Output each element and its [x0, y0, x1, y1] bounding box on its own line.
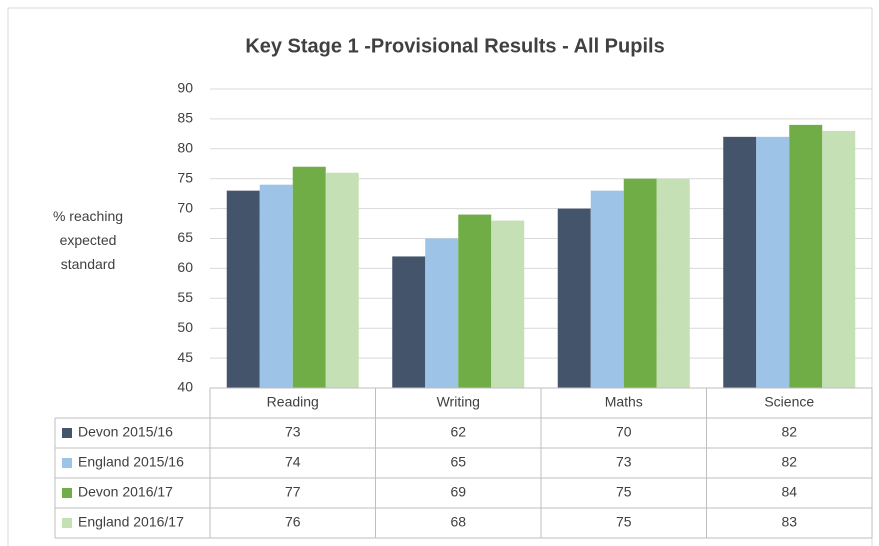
bar — [491, 220, 525, 388]
y-axis-label: % reaching expected standard — [52, 208, 124, 272]
bar — [325, 172, 359, 388]
table-value: 69 — [450, 484, 466, 500]
legend-label: Devon 2016/17 — [78, 484, 173, 500]
bar — [623, 178, 657, 388]
table-value: 68 — [450, 514, 466, 530]
table-value: 76 — [285, 514, 301, 530]
table-value: 75 — [616, 514, 632, 530]
legend-label: England 2016/17 — [78, 514, 184, 530]
table-value: 74 — [285, 454, 301, 470]
bar — [425, 238, 459, 388]
bar — [756, 136, 790, 388]
x-tick-label: Science — [764, 394, 814, 410]
legend-label: Devon 2015/16 — [78, 424, 173, 440]
bar — [226, 190, 260, 388]
y-tick-label: 90 — [177, 80, 193, 96]
x-tick-label: Writing — [437, 394, 480, 410]
bar — [822, 130, 856, 389]
y-tick-label: 60 — [177, 259, 193, 275]
bar — [458, 214, 492, 388]
y-tick-label: 75 — [177, 169, 193, 185]
table-value: 65 — [450, 454, 466, 470]
y-tick-label: 70 — [177, 199, 193, 215]
table-value: 73 — [616, 454, 632, 470]
table-value: 70 — [616, 424, 632, 440]
table-value: 82 — [781, 424, 797, 440]
bar — [392, 256, 426, 388]
chart-title: Key Stage 1 -Provisional Results - All P… — [245, 35, 664, 57]
y-tick-label: 80 — [177, 140, 193, 156]
y-tick-label: 50 — [177, 319, 193, 335]
bar — [557, 208, 591, 388]
y-tick-label: 55 — [177, 289, 193, 305]
bar — [259, 184, 293, 388]
table-value: 73 — [285, 424, 301, 440]
bar — [723, 136, 757, 388]
table-value: 77 — [285, 484, 301, 500]
bar — [292, 166, 326, 388]
legend-swatch — [62, 518, 72, 528]
table-value: 83 — [781, 514, 797, 530]
table-value: 75 — [616, 484, 632, 500]
y-tick-label: 40 — [177, 379, 193, 395]
legend-swatch — [62, 458, 72, 468]
legend-swatch — [62, 428, 72, 438]
x-tick-label: Reading — [267, 394, 319, 410]
bar — [590, 190, 624, 388]
legend-label: England 2015/16 — [78, 454, 184, 470]
y-tick-label: 65 — [177, 229, 193, 245]
table-value: 62 — [450, 424, 466, 440]
table-value: 84 — [781, 484, 797, 500]
legend-swatch — [62, 488, 72, 498]
bar — [789, 124, 823, 388]
bar — [656, 178, 690, 388]
y-tick-label: 85 — [177, 110, 193, 126]
table-value: 82 — [781, 454, 797, 470]
x-tick-label: Maths — [605, 394, 643, 410]
y-tick-label: 45 — [177, 349, 193, 365]
